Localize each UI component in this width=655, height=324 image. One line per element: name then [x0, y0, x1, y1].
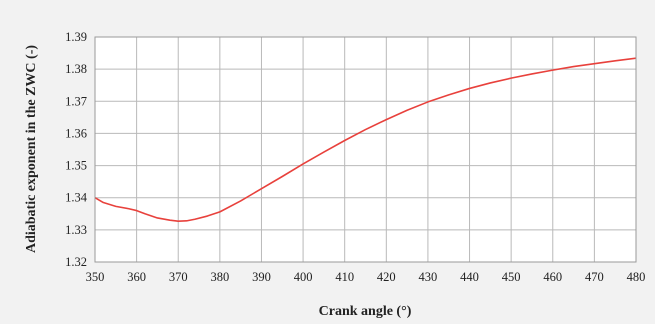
x-tick-label: 470: [585, 270, 604, 284]
x-tick-labels: 350 360 370 380 390 400 410 420 430 440 450 460 470 4…: [86, 270, 646, 284]
x-tick-label: 390: [252, 270, 271, 284]
y-tick-label: 1.37: [65, 94, 87, 108]
series-line: [94, 57, 637, 222]
x-tick-label: 430: [419, 270, 438, 284]
x-tick-label: 410: [335, 270, 354, 284]
x-axis-title: Crank angle (°): [319, 304, 412, 319]
y-tick-labels: 1.32 1.33 1.34 1.35 1.36 1.37 1.38 1.39: [65, 30, 88, 269]
y-tick-label: 1.36: [65, 126, 87, 140]
plot-frame: [94, 36, 637, 263]
x-tick-label: 370: [169, 270, 188, 284]
x-tick-label: 380: [210, 270, 229, 284]
x-tick-label: 420: [377, 270, 396, 284]
x-tick-label: 350: [86, 270, 105, 284]
y-tick-label: 1.39: [65, 30, 87, 44]
y-tick-label: 1.34: [65, 191, 88, 205]
series-lines: [94, 57, 637, 222]
x-tick-label: 450: [502, 270, 521, 284]
x-tick-label: 460: [543, 270, 562, 284]
y-axis-title: Adiabatic exponent in the ZWC (-): [24, 45, 39, 253]
x-tick-label: 480: [627, 270, 646, 284]
y-tick-label: 1.38: [65, 62, 87, 76]
y-tick-label: 1.32: [65, 255, 87, 269]
y-tick-label: 1.35: [65, 159, 87, 173]
plot-area: [95, 37, 636, 262]
x-tick-label: 440: [460, 270, 479, 284]
x-tick-label: 360: [127, 270, 146, 284]
x-tick-label: 400: [294, 270, 313, 284]
y-tick-label: 1.33: [65, 223, 87, 237]
